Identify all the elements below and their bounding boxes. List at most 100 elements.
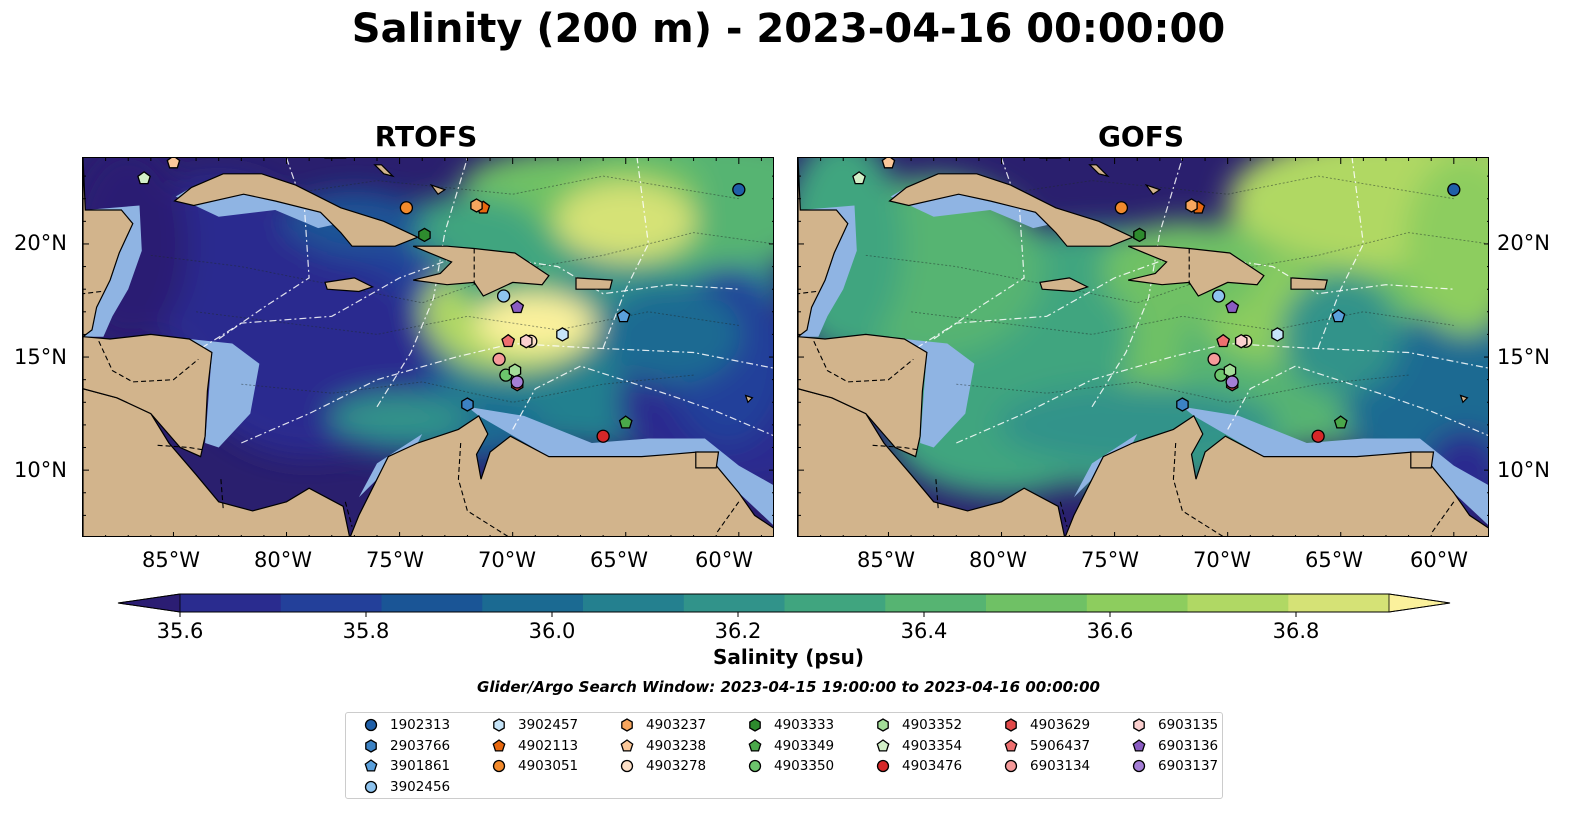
float-marker-4903354[interactable]	[137, 171, 151, 185]
float-marker-6903136[interactable]	[1225, 299, 1240, 314]
colorbar-segment	[683, 594, 786, 612]
legend-swatch-2903766[interactable]	[365, 738, 377, 753]
colorbar-tick-36-0: 36.0	[528, 619, 576, 643]
float-marker-4903349[interactable]	[1333, 415, 1348, 429]
float-marker-3902457[interactable]	[1271, 327, 1284, 342]
legend-swatch-4903333[interactable]	[749, 718, 761, 732]
legend-label: 1902313	[390, 717, 451, 733]
float-marker-6903137[interactable]	[510, 375, 524, 389]
lat-label-15n-right: 15°N	[1497, 345, 1550, 369]
float-marker-6903134[interactable]	[492, 352, 506, 366]
float-marker-4903333[interactable]	[1133, 227, 1146, 243]
legend-marker-circle-icon	[364, 718, 378, 732]
float-marker-4903051[interactable]	[399, 201, 414, 215]
legend-label: 6903135	[1158, 717, 1219, 733]
legend-swatch-5906437[interactable]	[1004, 738, 1018, 752]
legend-swatch-3902457[interactable]	[493, 718, 505, 732]
float-marker-4903237[interactable]	[470, 198, 483, 213]
float-markers	[852, 158, 1461, 443]
float-marker-6903135[interactable]	[519, 333, 533, 349]
float-marker-5906437[interactable]	[501, 333, 516, 348]
float-marker-6903136[interactable]	[510, 299, 525, 314]
legend-swatch-6903137[interactable]	[1132, 759, 1146, 773]
float-marker-4903333[interactable]	[418, 227, 431, 243]
legend-label: 4903349	[774, 737, 835, 754]
colorbar-tick-35-8: 35.8	[342, 619, 390, 643]
float-marker-6903134[interactable]	[1207, 352, 1221, 366]
float-marker-4903238[interactable]	[166, 158, 181, 169]
float-marker-3902456[interactable]	[1211, 289, 1226, 303]
colorbar-outline	[117, 593, 1451, 613]
float-marker-6903135[interactable]	[1234, 333, 1248, 349]
legend-swatch-4903349[interactable]	[748, 738, 762, 752]
gofs-map[interactable]	[797, 157, 1489, 537]
rtofs-map[interactable]	[82, 157, 774, 537]
land	[798, 158, 1488, 536]
legend-label: 3901861	[390, 758, 451, 774]
legend-marker-hexagon-icon	[749, 718, 761, 732]
legend-swatch-4903476[interactable]	[876, 759, 890, 773]
float-marker-4903237[interactable]	[1185, 198, 1198, 213]
legend-swatch-6903136[interactable]	[1132, 738, 1146, 752]
legend-swatch-4903352[interactable]	[877, 718, 889, 732]
gofs-panel-title: GOFS	[1097, 120, 1185, 153]
legend-swatch-3901861[interactable]	[364, 759, 378, 772]
legend-swatch-4903354[interactable]	[876, 738, 890, 752]
float-marker-3901861[interactable]	[616, 308, 631, 323]
search-window-text: Glider/Argo Search Window: 2023-04-15 19…	[477, 678, 1100, 696]
legend-swatch-6903135[interactable]	[1133, 718, 1145, 732]
legend-label: 4903629	[1030, 717, 1091, 733]
float-marker-2903766[interactable]	[1176, 397, 1189, 412]
float-marker-4903051[interactable]	[1114, 201, 1129, 215]
legend-swatch-4903051[interactable]	[492, 759, 506, 773]
colorbar-tick-36-4: 36.4	[900, 619, 948, 643]
colorbar-segment	[583, 594, 685, 612]
legend-label: 4903354	[902, 737, 963, 754]
lon-label-60w-right: 60°W	[1410, 548, 1468, 572]
legend-marker-pentagon-icon	[748, 738, 762, 752]
float-marker-3902457[interactable]	[556, 327, 569, 342]
legend-label: 5906437	[1030, 737, 1091, 754]
legend-label: 4903051	[518, 758, 579, 774]
float-marker-4903238[interactable]	[881, 158, 896, 169]
legend-swatch-4903238[interactable]	[620, 738, 634, 752]
float-marker-1902313[interactable]	[732, 183, 746, 197]
float-marker-3901861[interactable]	[1331, 308, 1346, 323]
float-marker-4903476[interactable]	[1311, 429, 1325, 443]
legend-swatch-1902313[interactable]	[364, 718, 378, 732]
legend-swatch-4902113[interactable]	[492, 738, 506, 752]
legend-label: 4902113	[518, 737, 579, 754]
float-marker-3902456[interactable]	[496, 289, 511, 303]
legend-marker-circle-icon	[492, 759, 506, 773]
float-marker-2903766[interactable]	[461, 397, 474, 412]
axis-ticks	[83, 158, 773, 536]
float-marker-4903352[interactable]	[1223, 363, 1237, 378]
float-marker-1902313[interactable]	[1447, 183, 1461, 197]
float-marker-4903476[interactable]	[596, 429, 610, 443]
lat-label-15n-left: 15°N	[14, 345, 67, 369]
colorbar-segment	[381, 594, 483, 612]
colorbar-tick-35-6: 35.6	[156, 619, 204, 643]
float-marker-4903352[interactable]	[508, 363, 522, 378]
lat-label-10n-left: 10°N	[14, 458, 67, 482]
legend-swatch-4903629[interactable]	[1005, 718, 1017, 732]
legend-swatch-4903278[interactable]	[620, 759, 634, 773]
colorbar-segment	[784, 594, 886, 612]
float-marker-4903349[interactable]	[618, 415, 633, 429]
float-marker-5906437[interactable]	[1216, 333, 1231, 348]
legend-swatch-3902456[interactable]	[364, 780, 378, 793]
float-marker-4903354[interactable]	[852, 171, 866, 185]
legend-swatch-6903134[interactable]	[1004, 759, 1018, 773]
legend-swatch-4903237[interactable]	[621, 718, 633, 732]
colorbar-high-extension	[1388, 593, 1451, 613]
lon-label-85w-right: 85°W	[857, 548, 915, 572]
legend-label: 3902456	[390, 778, 451, 795]
legend-label: 4903333	[774, 717, 835, 733]
axis-ticks	[798, 158, 1488, 536]
colorbar-tick-36-2: 36.2	[714, 619, 762, 643]
lon-label-65w-left: 65°W	[590, 548, 648, 572]
legend-swatch-4903350[interactable]	[748, 759, 762, 773]
country-borders	[798, 248, 1455, 536]
float-marker-6903137[interactable]	[1225, 375, 1239, 389]
legend-label: 6903137	[1158, 758, 1219, 774]
